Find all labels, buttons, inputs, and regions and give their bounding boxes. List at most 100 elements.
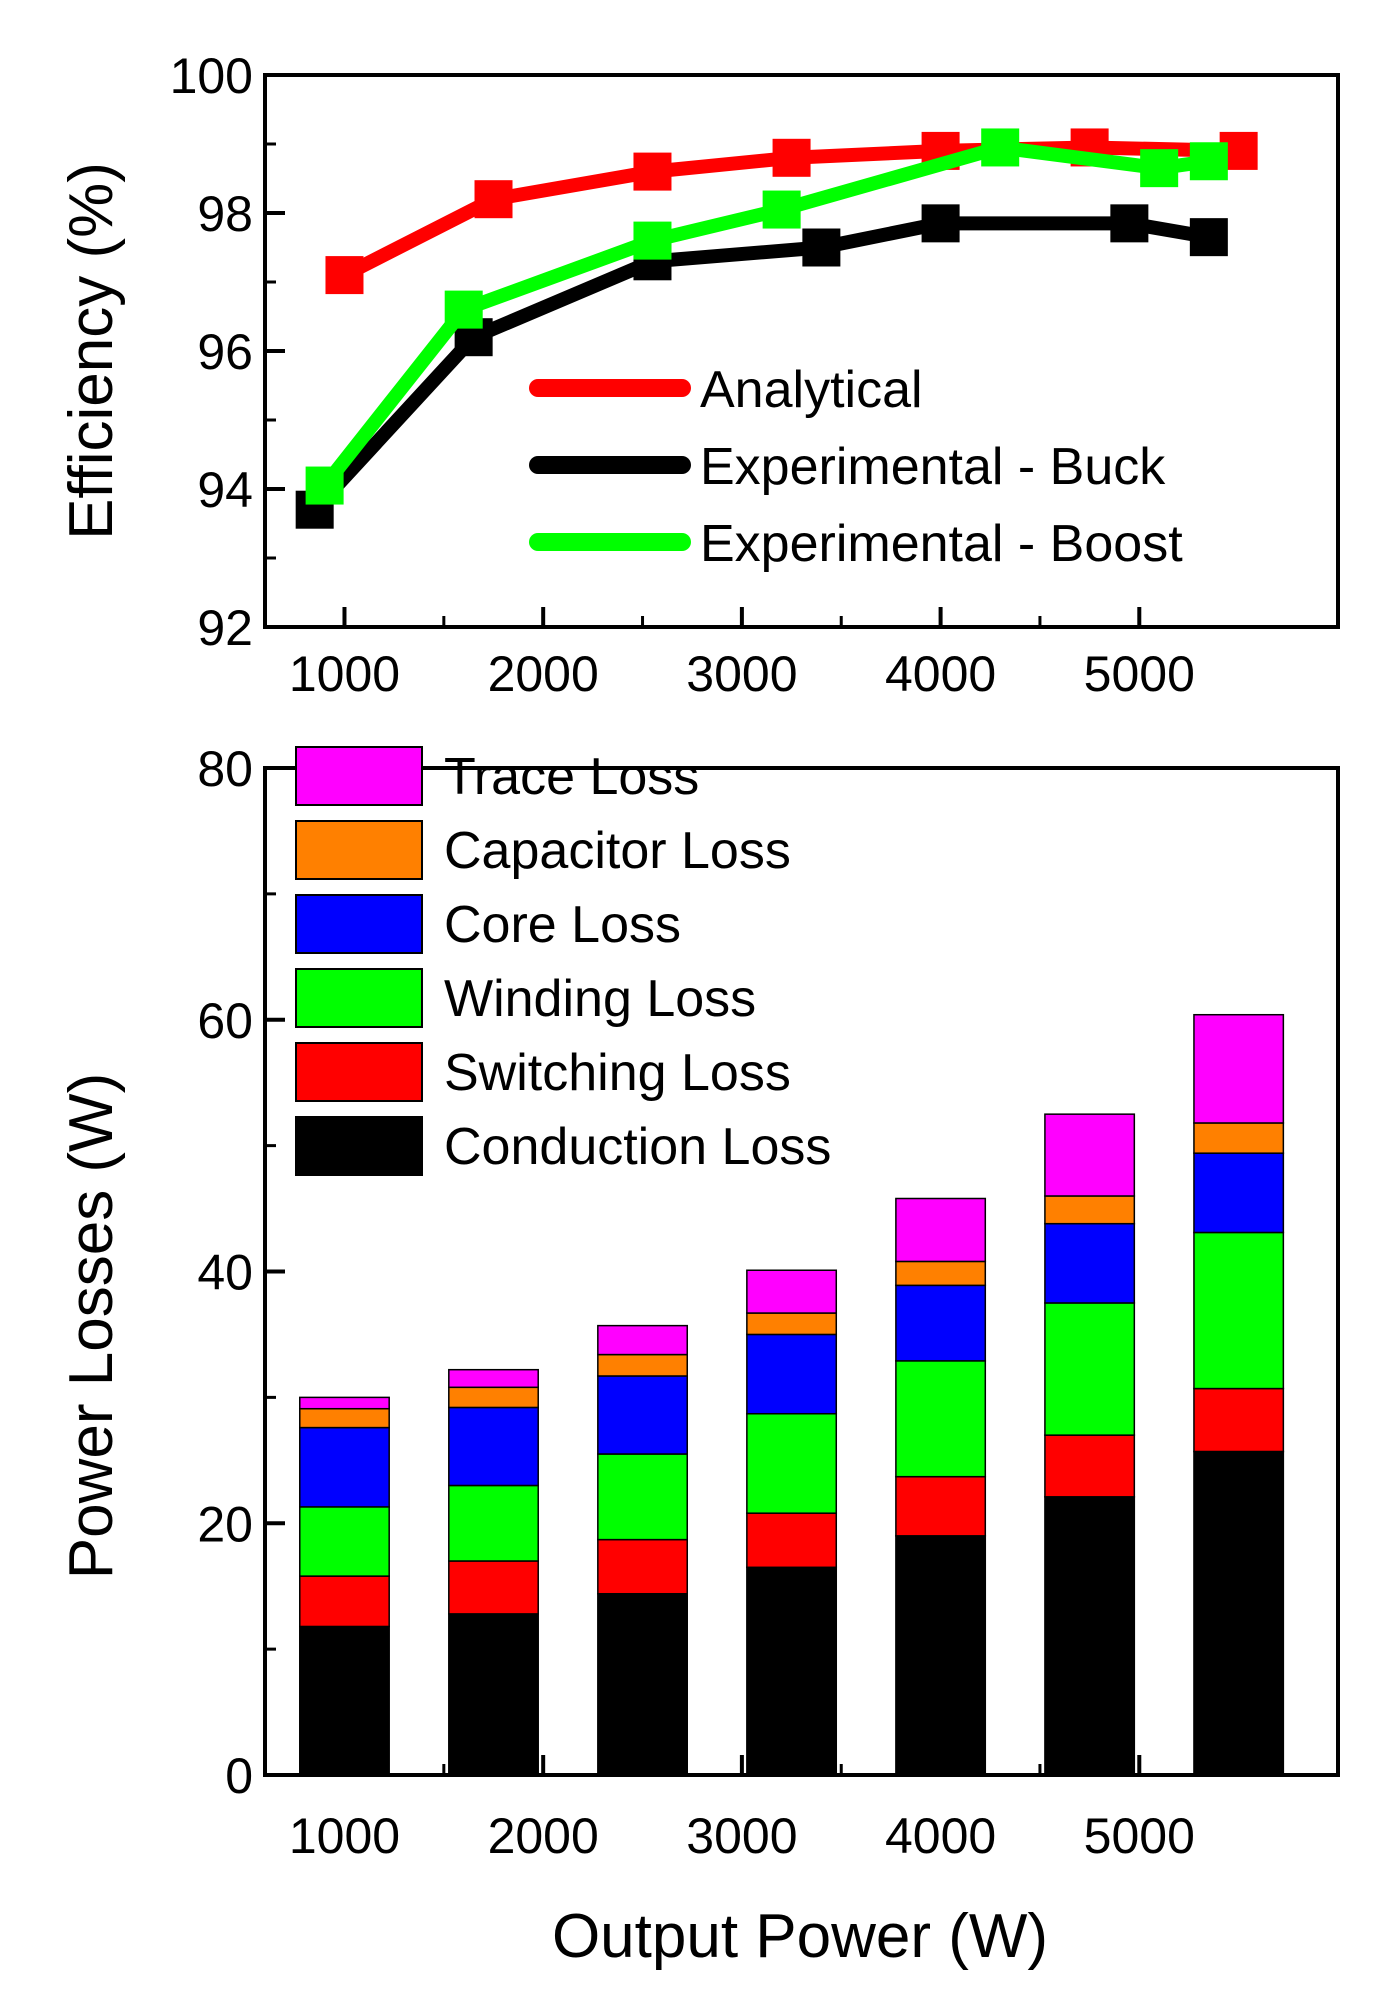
legend-item-core-loss: Core Loss <box>295 894 681 954</box>
bar-segment-core-loss <box>1044 1222 1136 1304</box>
legend-label: Winding Loss <box>444 970 756 1028</box>
legend-label: Core Loss <box>444 896 681 954</box>
data-point-analytical <box>325 256 364 295</box>
bar-segment-switching-loss <box>597 1538 688 1595</box>
efficiency-x-tick-label: 3000 <box>686 646 797 702</box>
efficiency-y-tick-label: 94 <box>197 462 253 518</box>
legend-item-trace-loss: Trace Loss <box>295 746 699 806</box>
power-losses-y-tick-label: 80 <box>197 741 253 797</box>
bar-segment-capacitor-loss <box>1044 1195 1136 1225</box>
efficiency-y-tick-label: 92 <box>197 600 253 656</box>
power-losses-y-tick-label: 60 <box>197 993 253 1049</box>
bar-segment-switching-loss <box>299 1575 390 1628</box>
bar-segment-trace-loss <box>746 1269 838 1314</box>
data-point-analytical <box>474 180 513 219</box>
bar-segment-winding-loss <box>1193 1231 1285 1390</box>
power-losses-y-axis: 0 20 40 60 80 <box>197 741 285 1804</box>
legend-label: Switching Loss <box>444 1044 791 1102</box>
bar-segment-capacitor-loss <box>448 1386 539 1409</box>
bar-segment-capacitor-loss <box>299 1407 390 1429</box>
bar-segment-core-loss <box>448 1406 539 1487</box>
bar-stack-4750 <box>1044 1113 1136 1776</box>
bar-segment-switching-loss <box>1193 1387 1285 1453</box>
bar-stack-2500 <box>597 1324 688 1776</box>
efficiency-legend: Analytical Experimental - Buck Experimenta… <box>529 361 1183 573</box>
legend-swatch <box>295 1042 423 1102</box>
efficiency-y-tick-label: 100 <box>170 48 253 104</box>
power-losses-x-axis: 1000 2000 3000 4000 5000 <box>289 1755 1195 1864</box>
bar-stack-1750 <box>448 1368 539 1776</box>
legend-label: Analytical <box>700 361 923 419</box>
power-losses-chart: 0 20 40 60 80 1000 2000 3000 4000 5000 Power Los… <box>57 741 1340 1971</box>
data-point-experimental-boost <box>1140 149 1179 188</box>
bar-segment-capacitor-loss <box>895 1260 987 1287</box>
bar-segment-trace-loss <box>1193 1013 1285 1124</box>
power-losses-x-tick-label: 1000 <box>289 1808 400 1864</box>
data-point-experimental-boost <box>762 190 801 229</box>
efficiency-y-axis-title: Efficiency (%) <box>57 162 126 540</box>
power-losses-y-tick-label: 40 <box>197 1245 253 1301</box>
bar-segment-core-loss <box>895 1284 987 1362</box>
data-point-experimental-boost <box>981 128 1020 167</box>
bar-segment-conduction-loss <box>1193 1450 1285 1776</box>
legend-item-experimental-boost: Experimental - Boost <box>529 515 1183 573</box>
power-losses-legend: Trace Loss Capacitor Loss Core Loss Winding… <box>295 746 831 1176</box>
data-point-analytical <box>633 152 672 191</box>
efficiency-y-axis: 92 94 96 98 100 <box>170 48 285 656</box>
data-point-experimental-boost <box>305 466 344 505</box>
bar-segment-winding-loss <box>299 1506 390 1577</box>
bar-segment-core-loss <box>746 1333 838 1415</box>
data-point-experimental-buck <box>1110 204 1149 243</box>
bar-segment-capacitor-loss <box>1193 1122 1285 1154</box>
bar-segment-winding-loss <box>895 1360 987 1478</box>
bar-segment-core-loss <box>597 1375 688 1455</box>
bar-segment-trace-loss <box>1044 1113 1136 1197</box>
power-losses-y-tick-label: 20 <box>197 1496 253 1552</box>
bar-segment-switching-loss <box>895 1475 987 1537</box>
legend-item-switching-loss: Switching Loss <box>295 1042 791 1102</box>
data-point-experimental-boost <box>1189 142 1228 181</box>
efficiency-x-tick-label: 4000 <box>885 646 996 702</box>
bar-stack-1000 <box>299 1396 390 1776</box>
power-losses-x-tick-label: 3000 <box>686 1808 797 1864</box>
legend-label: Capacitor Loss <box>444 822 791 880</box>
power-losses-x-tick-label: 5000 <box>1084 1808 1195 1864</box>
legend-swatch <box>295 968 423 1028</box>
bar-segment-capacitor-loss <box>746 1312 838 1336</box>
bar-segment-trace-loss <box>299 1396 390 1410</box>
power-losses-y-axis-title: Power Losses (W) <box>57 1073 126 1579</box>
bar-segment-conduction-loss <box>597 1592 688 1776</box>
series-experimental-boost <box>305 128 1228 505</box>
power-losses-y-tick-label: 0 <box>225 1748 253 1804</box>
legend-swatch <box>295 820 423 880</box>
power-losses-x-tick-label: 2000 <box>488 1808 599 1864</box>
efficiency-series <box>295 128 1258 529</box>
efficiency-y-tick-label: 96 <box>197 324 253 380</box>
legend-swatch <box>295 1116 423 1176</box>
bar-segment-conduction-loss <box>299 1625 390 1776</box>
legend-label: Trace Loss <box>444 748 699 806</box>
bar-segment-conduction-loss <box>1044 1496 1136 1776</box>
power-losses-x-tick-label: 4000 <box>885 1808 996 1864</box>
bar-segment-trace-loss <box>448 1368 539 1389</box>
efficiency-x-tick-label: 2000 <box>488 646 599 702</box>
bar-stack-5500 <box>1193 1013 1285 1776</box>
data-point-experimental-buck <box>802 228 841 267</box>
bar-segment-winding-loss <box>1044 1302 1136 1436</box>
power-losses-x-axis-title: Output Power (W) <box>552 1902 1048 1971</box>
efficiency-x-axis: 1000 2000 3000 4000 5000 <box>289 607 1195 702</box>
data-point-experimental-boost <box>444 290 483 329</box>
bar-stack-3250 <box>746 1269 838 1776</box>
legend-label: Experimental - Buck <box>700 438 1166 496</box>
bar-segment-core-loss <box>1193 1152 1285 1234</box>
data-point-experimental-boost <box>633 221 672 260</box>
efficiency-x-tick-label: 5000 <box>1084 646 1195 702</box>
data-point-experimental-buck <box>1189 218 1228 257</box>
legend-item-conduction-loss: Conduction Loss <box>295 1116 831 1176</box>
bar-segment-switching-loss <box>448 1560 539 1615</box>
bar-segment-conduction-loss <box>746 1566 838 1776</box>
bar-segment-switching-loss <box>746 1512 838 1569</box>
efficiency-chart: 92 94 96 98 100 1000 2000 3000 4000 5000 Efficie… <box>57 48 1340 702</box>
bar-segment-conduction-loss <box>448 1613 539 1776</box>
bar-segment-winding-loss <box>746 1412 838 1514</box>
